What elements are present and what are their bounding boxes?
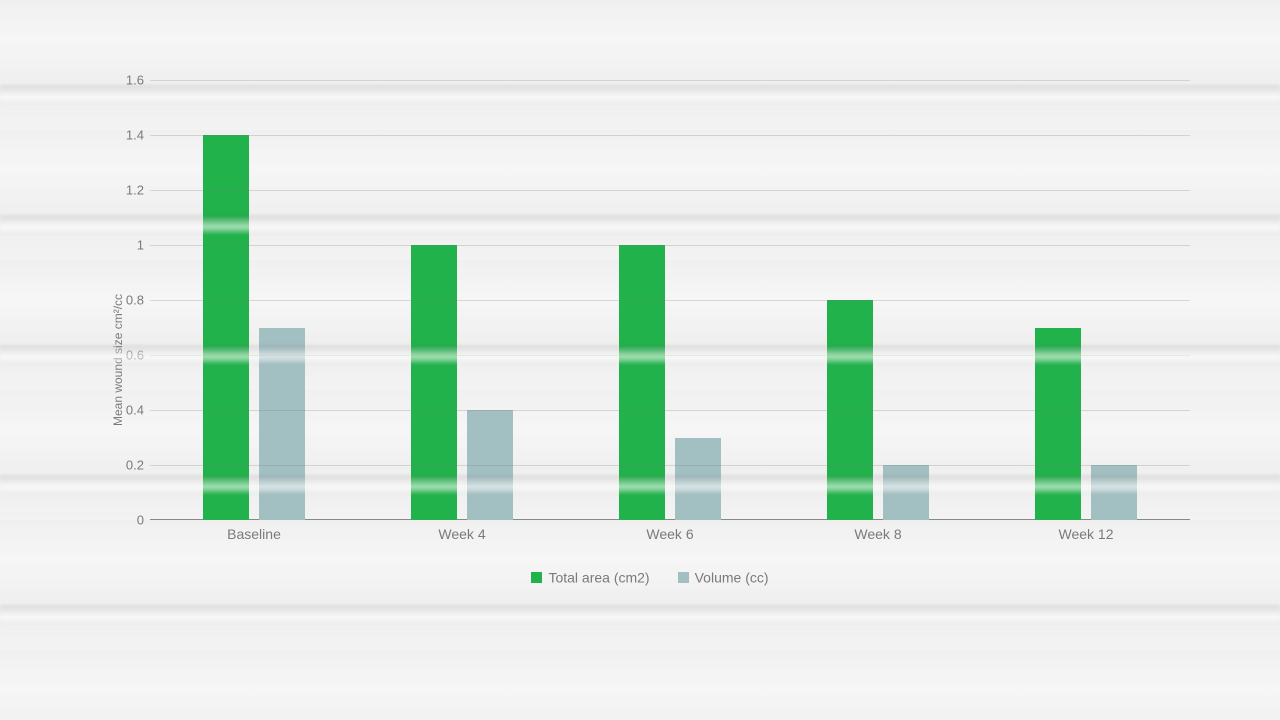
gridline [150, 300, 1190, 301]
bar-volume-cc [259, 328, 305, 521]
y-tick-label: 0.6 [110, 348, 144, 363]
gridline [150, 80, 1190, 81]
legend-item: Volume (cc) [678, 568, 769, 585]
y-tick-label: 0.2 [110, 458, 144, 473]
y-tick-label: 0.8 [110, 293, 144, 308]
gridline [150, 410, 1190, 411]
bar-chart: Mean wound size cm²/cc 00.20.40.60.811.2… [90, 80, 1210, 640]
bar-volume-cc [883, 465, 929, 520]
x-tick-label: Week 8 [854, 526, 901, 542]
x-tick-label: Week 12 [1059, 526, 1114, 542]
legend-label: Total area (cm2) [548, 569, 649, 585]
y-tick-label: 0.4 [110, 403, 144, 418]
y-tick-label: 1.6 [110, 73, 144, 88]
legend-swatch [531, 572, 542, 583]
y-tick-label: 1.2 [110, 183, 144, 198]
bar-volume-cc [1091, 465, 1137, 520]
bar-total-area-cm2 [619, 245, 665, 520]
x-tick-label: Week 6 [646, 526, 693, 542]
x-tick-label: Baseline [227, 526, 281, 542]
gridline [150, 190, 1190, 191]
x-tick-label: Week 4 [438, 526, 485, 542]
y-tick-label: 1 [110, 238, 144, 253]
bar-total-area-cm2 [203, 135, 249, 520]
bar-total-area-cm2 [1035, 328, 1081, 521]
legend-item: Total area (cm2) [531, 568, 649, 585]
plot-area: 00.20.40.60.811.21.41.6 [150, 80, 1190, 520]
gridline [150, 355, 1190, 356]
y-tick-label: 0 [110, 513, 144, 528]
gridline [150, 465, 1190, 466]
legend: Total area (cm2) Volume (cc) [90, 568, 1210, 585]
legend-swatch [678, 572, 689, 583]
gridline [150, 245, 1190, 246]
legend-label: Volume (cc) [695, 569, 769, 585]
y-tick-label: 1.4 [110, 128, 144, 143]
gridline [150, 135, 1190, 136]
bar-total-area-cm2 [411, 245, 457, 520]
bar-volume-cc [675, 438, 721, 521]
